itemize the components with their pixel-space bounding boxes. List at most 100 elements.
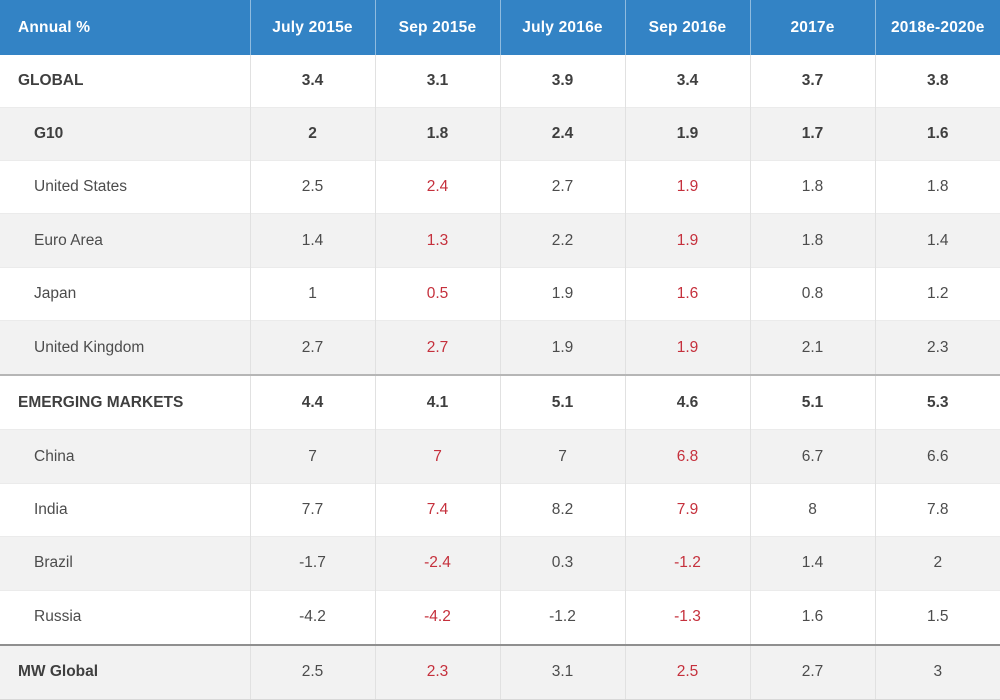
cell: 2.7 bbox=[750, 643, 876, 700]
cell: 5.3 bbox=[875, 374, 1000, 430]
cell: 1.7 bbox=[750, 106, 876, 161]
cell: 2.5 bbox=[625, 643, 751, 700]
table-row-mw-global: MW Global 2.5 2.3 3.1 2.5 2.7 3 bbox=[0, 643, 1000, 700]
cell: 1 bbox=[250, 266, 376, 321]
cell: 3.1 bbox=[375, 55, 501, 108]
cell: 3.1 bbox=[500, 643, 626, 700]
cell: 1.9 bbox=[625, 213, 751, 268]
cell: -1.7 bbox=[250, 536, 376, 591]
cell: 1.5 bbox=[875, 589, 1000, 645]
row-label: Brazil bbox=[0, 536, 251, 591]
cell: 0.8 bbox=[750, 266, 876, 321]
cell: 1.8 bbox=[875, 159, 1000, 214]
table-row-japan: Japan 1 0.5 1.9 1.6 0.8 1.2 bbox=[0, 266, 1000, 321]
cell: 1.9 bbox=[500, 320, 626, 376]
column-header-annual-pct: Annual % bbox=[0, 0, 251, 55]
cell: 3.4 bbox=[625, 55, 751, 108]
cell: 2.7 bbox=[250, 320, 376, 376]
cell: 3.9 bbox=[500, 55, 626, 108]
row-label: United States bbox=[0, 159, 251, 214]
cell: -4.2 bbox=[250, 589, 376, 645]
row-label: EMERGING MARKETS bbox=[0, 374, 251, 430]
cell: -1.2 bbox=[500, 589, 626, 645]
cell: 1.2 bbox=[875, 266, 1000, 321]
row-label: Russia bbox=[0, 589, 251, 645]
cell: 2.4 bbox=[500, 106, 626, 161]
cell: 1.9 bbox=[625, 106, 751, 161]
header-row: Annual % July 2015e Sep 2015e July 2016e… bbox=[0, 0, 1000, 55]
cell: -1.3 bbox=[625, 589, 751, 645]
cell: 2 bbox=[250, 106, 376, 161]
cell: 2.1 bbox=[750, 320, 876, 376]
cell: 2.7 bbox=[500, 159, 626, 214]
cell: 2.2 bbox=[500, 213, 626, 268]
table-row-united-states: United States 2.5 2.4 2.7 1.9 1.8 1.8 bbox=[0, 159, 1000, 214]
table-body: GLOBAL 3.4 3.1 3.9 3.4 3.7 3.8 G10 2 1.8… bbox=[0, 55, 1000, 700]
table-row-global: GLOBAL 3.4 3.1 3.9 3.4 3.7 3.8 bbox=[0, 55, 1000, 108]
table-header: Annual % July 2015e Sep 2015e July 2016e… bbox=[0, 0, 1000, 55]
column-header-sep-2015e: Sep 2015e bbox=[375, 0, 501, 55]
cell: 3.4 bbox=[250, 55, 376, 108]
cell: 1.3 bbox=[375, 213, 501, 268]
table-row-emerging-markets: EMERGING MARKETS 4.4 4.1 5.1 4.6 5.1 5.3 bbox=[0, 374, 1000, 430]
cell: 1.8 bbox=[750, 213, 876, 268]
cell: 5.1 bbox=[750, 374, 876, 430]
cell: 2.3 bbox=[875, 320, 1000, 376]
row-label: Euro Area bbox=[0, 213, 251, 268]
cell: -1.2 bbox=[625, 536, 751, 591]
row-label: China bbox=[0, 429, 251, 484]
column-header-july-2016e: July 2016e bbox=[500, 0, 626, 55]
row-label: MW Global bbox=[0, 643, 251, 700]
row-label: Japan bbox=[0, 266, 251, 321]
cell: 1.4 bbox=[750, 536, 876, 591]
cell: 2.7 bbox=[375, 320, 501, 376]
cell: 6.6 bbox=[875, 429, 1000, 484]
cell: -4.2 bbox=[375, 589, 501, 645]
column-header-sep-2016e: Sep 2016e bbox=[625, 0, 751, 55]
table-row-china: China 7 7 7 6.8 6.7 6.6 bbox=[0, 429, 1000, 484]
cell: 6.8 bbox=[625, 429, 751, 484]
cell: 6.7 bbox=[750, 429, 876, 484]
table-row-russia: Russia -4.2 -4.2 -1.2 -1.3 1.6 1.5 bbox=[0, 589, 1000, 645]
cell: 1.6 bbox=[875, 106, 1000, 161]
cell: 0.5 bbox=[375, 266, 501, 321]
table-row-united-kingdom: United Kingdom 2.7 2.7 1.9 1.9 2.1 2.3 bbox=[0, 320, 1000, 376]
cell: 8 bbox=[750, 482, 876, 537]
cell: 3 bbox=[875, 643, 1000, 700]
cell: 2.5 bbox=[250, 159, 376, 214]
cell: 3.7 bbox=[750, 55, 876, 108]
cell: 1.8 bbox=[375, 106, 501, 161]
cell: 1.9 bbox=[625, 159, 751, 214]
cell: 1.4 bbox=[250, 213, 376, 268]
table-row-india: India 7.7 7.4 8.2 7.9 8 7.8 bbox=[0, 482, 1000, 537]
column-header-2018e-2020e: 2018e-2020e bbox=[875, 0, 1000, 55]
cell: 1.9 bbox=[500, 266, 626, 321]
cell: 5.1 bbox=[500, 374, 626, 430]
cell: 4.1 bbox=[375, 374, 501, 430]
cell: 3.8 bbox=[926, 71, 949, 89]
row-label: India bbox=[0, 482, 251, 537]
cell: 2.3 bbox=[375, 643, 501, 700]
cell: 2.4 bbox=[375, 159, 501, 214]
cell: 7 bbox=[250, 429, 376, 484]
table-row-g10: G10 2 1.8 2.4 1.9 1.7 1.6 bbox=[0, 106, 1000, 161]
row-label: GLOBAL bbox=[0, 55, 251, 108]
cell: 2 bbox=[875, 536, 1000, 591]
cell: 1.9 bbox=[625, 320, 751, 376]
table-row-euro-area: Euro Area 1.4 1.3 2.2 1.9 1.8 1.4 bbox=[0, 213, 1000, 268]
cell: 8.2 bbox=[500, 482, 626, 537]
row-label: G10 bbox=[0, 106, 251, 161]
cell: 7 bbox=[375, 429, 501, 484]
cell: 1.6 bbox=[625, 266, 751, 321]
column-header-2017e: 2017e bbox=[750, 0, 876, 55]
cell: 1.4 bbox=[875, 213, 1000, 268]
cell: 4.4 bbox=[250, 374, 376, 430]
cell: 7.9 bbox=[625, 482, 751, 537]
table-row-brazil: Brazil -1.7 -2.4 0.3 -1.2 1.4 2 bbox=[0, 536, 1000, 591]
cell: 7.8 bbox=[875, 482, 1000, 537]
cell: 2.5 bbox=[250, 643, 376, 700]
cell: -2.4 bbox=[375, 536, 501, 591]
cell: 4.6 bbox=[625, 374, 751, 430]
cell: 7.4 bbox=[375, 482, 501, 537]
